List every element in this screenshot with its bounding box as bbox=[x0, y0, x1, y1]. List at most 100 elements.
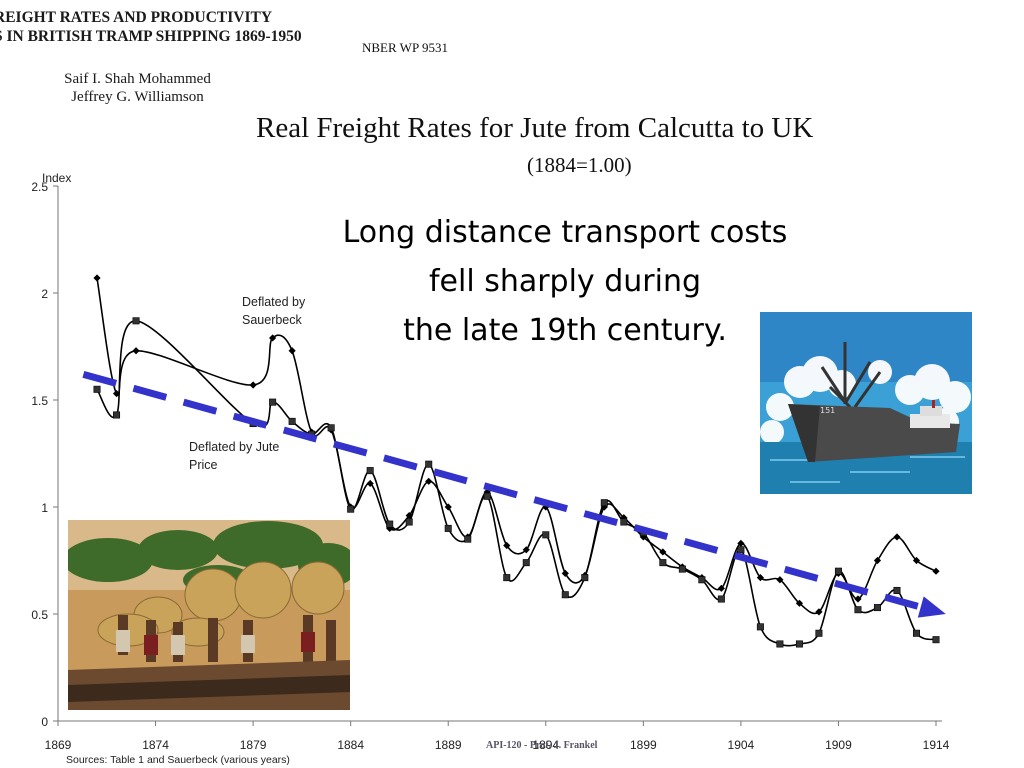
x-tick-label: 1884 bbox=[337, 738, 364, 752]
data-point-diamond bbox=[717, 584, 725, 592]
svg-text:151: 151 bbox=[820, 406, 835, 415]
data-point-square bbox=[464, 535, 472, 543]
x-tick-label: 1889 bbox=[435, 738, 462, 752]
authors: Saif I. Shah Mohammed Jeffrey G. William… bbox=[0, 70, 275, 106]
data-point-square bbox=[327, 424, 335, 432]
data-point-diamond bbox=[561, 569, 569, 577]
key-message-line-3: the late 19th century. bbox=[403, 313, 727, 348]
data-point-diamond bbox=[795, 599, 804, 607]
data-point-square bbox=[132, 317, 140, 325]
x-tick-label: 1869 bbox=[45, 738, 72, 752]
data-point-square bbox=[561, 591, 569, 599]
data-point-square bbox=[717, 595, 725, 603]
data-point-diamond bbox=[288, 347, 296, 355]
data-point-square bbox=[581, 574, 589, 582]
paper-title-line-1: REIGHT RATES AND PRODUCTIVITY bbox=[0, 9, 273, 26]
data-point-diamond bbox=[756, 574, 764, 582]
data-point-square bbox=[795, 640, 803, 648]
data-point-square bbox=[483, 492, 491, 500]
data-point-diamond bbox=[386, 524, 394, 532]
trend-line bbox=[82, 370, 922, 611]
data-point-diamond bbox=[776, 576, 784, 584]
key-message: Long distance transport costs fell sharp… bbox=[300, 208, 830, 355]
data-point-square bbox=[932, 636, 940, 644]
y-axis-label: Index bbox=[42, 171, 71, 185]
data-point-diamond bbox=[912, 556, 921, 565]
data-point-square bbox=[698, 576, 706, 584]
data-point-diamond bbox=[522, 546, 530, 554]
series-annotation: Price bbox=[189, 458, 218, 472]
footer-credit: API-120 - Prof. J. Frankel bbox=[486, 740, 598, 751]
data-point-square bbox=[386, 520, 394, 528]
trend-arrow bbox=[82, 370, 946, 618]
data-point-square bbox=[912, 629, 920, 637]
x-tick-label: 1879 bbox=[240, 738, 267, 752]
series-annotation: Deflated by Jute bbox=[189, 440, 279, 454]
data-point-square bbox=[347, 505, 355, 513]
data-point-diamond bbox=[932, 567, 940, 575]
data-point-diamond bbox=[737, 539, 745, 547]
data-point-square bbox=[854, 606, 862, 614]
data-point-square bbox=[659, 559, 667, 567]
data-point-square bbox=[288, 417, 296, 425]
y-tick-label: 1.5 bbox=[31, 394, 48, 408]
y-tick-label: 2 bbox=[41, 287, 48, 301]
data-point-square bbox=[815, 629, 823, 637]
data-point-square bbox=[522, 559, 530, 567]
paper-title: REIGHT RATES AND PRODUCTIVITY S IN BRITI… bbox=[0, 8, 324, 46]
data-point-diamond bbox=[815, 608, 823, 616]
data-point-diamond bbox=[269, 334, 277, 342]
data-point-square bbox=[425, 460, 433, 468]
x-tick-label: 1894 bbox=[532, 738, 559, 752]
data-point-square bbox=[542, 531, 550, 539]
data-point-square bbox=[113, 411, 121, 419]
data-point-square bbox=[620, 518, 628, 526]
data-point-square bbox=[444, 524, 452, 532]
slide-title: Real Freight Rates for Jute from Calcutt… bbox=[256, 112, 814, 144]
chart-axes: 0 0.5 1 1.5 2 2.5 1869 1874 1879 1884 1889 1894 1899… bbox=[31, 171, 949, 752]
data-point-diamond bbox=[112, 389, 121, 398]
data-point-square bbox=[873, 604, 881, 612]
y-tick-label: 0 bbox=[41, 715, 48, 729]
data-point-square bbox=[776, 640, 784, 648]
chart-labels: Deflated by Sauerbeck Deflated by Jute Pric… bbox=[189, 295, 306, 472]
data-point-square bbox=[366, 467, 374, 475]
data-point-square bbox=[93, 385, 101, 393]
data-point-square bbox=[756, 623, 764, 631]
data-point-diamond bbox=[444, 503, 452, 511]
jute-workers-photo bbox=[68, 520, 350, 710]
x-tick-label: 1899 bbox=[630, 738, 657, 752]
series-line-0 bbox=[96, 277, 937, 615]
paper-title-line-2: S IN BRITISH TRAMP SHIPPING 1869-1950 bbox=[0, 28, 302, 45]
chart-series bbox=[93, 274, 940, 648]
data-point-diamond bbox=[659, 548, 667, 556]
data-point-diamond bbox=[249, 381, 257, 389]
data-point-square bbox=[737, 546, 745, 554]
data-point-diamond bbox=[893, 533, 901, 541]
paper-id: NBER WP 9531 bbox=[362, 40, 448, 55]
data-point-square bbox=[600, 499, 608, 507]
data-point-square bbox=[834, 567, 842, 575]
y-tick-label: 1 bbox=[41, 501, 48, 515]
slide-subtitle: (1884=1.00) bbox=[527, 153, 632, 177]
data-point-diamond bbox=[366, 479, 374, 488]
x-tick-label: 1909 bbox=[825, 738, 852, 752]
data-point-diamond bbox=[425, 477, 433, 485]
data-point-square bbox=[893, 586, 901, 594]
y-tick-label: 0.5 bbox=[31, 608, 48, 622]
data-point-square bbox=[678, 565, 686, 573]
x-tick-label: 1904 bbox=[728, 738, 755, 752]
author-2: Jeffrey G. Williamson bbox=[71, 89, 204, 105]
data-point-square bbox=[503, 574, 511, 582]
data-point-diamond bbox=[503, 541, 511, 550]
data-point-square bbox=[405, 518, 413, 526]
y-tick-label: 2.5 bbox=[31, 180, 48, 194]
data-point-diamond bbox=[639, 533, 647, 541]
trend-arrowhead bbox=[917, 596, 946, 618]
data-point-square bbox=[269, 398, 277, 406]
author-1: Saif I. Shah Mohammed bbox=[64, 71, 211, 87]
key-message-line-1: Long distance transport costs bbox=[342, 215, 788, 250]
series-annotation: Sauerbeck bbox=[242, 313, 303, 327]
x-tick-label: 1914 bbox=[923, 738, 950, 752]
